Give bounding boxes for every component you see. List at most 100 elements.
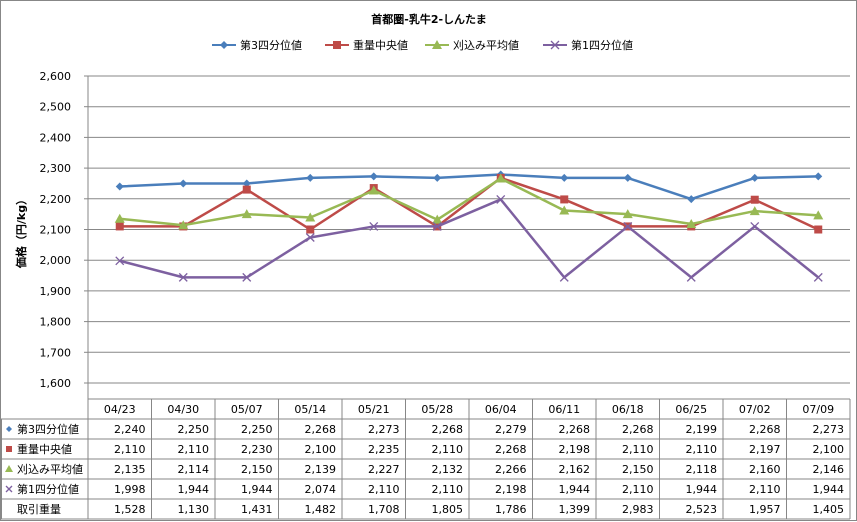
table-cell: 1,957 — [749, 503, 781, 516]
table-cell: 2,132 — [432, 463, 464, 476]
table-cell: 1,405 — [813, 503, 845, 516]
table-cell: 2,162 — [559, 463, 591, 476]
table-cell: 2,110 — [686, 443, 718, 456]
table-cell: 2,150 — [241, 463, 273, 476]
x-tick-label: 05/21 — [358, 403, 390, 416]
table-cell: 2,110 — [368, 483, 400, 496]
table-cell: 2,100 — [305, 443, 337, 456]
data-point — [179, 179, 188, 188]
y-tick-label: 2,400 — [40, 131, 72, 144]
table-cell: 1,944 — [559, 483, 591, 496]
data-point — [814, 225, 823, 234]
y-tick-label: 2,500 — [40, 101, 72, 114]
row-label: 取引重量 — [17, 502, 61, 516]
table-cell: 2,268 — [749, 423, 781, 436]
data-point — [178, 220, 189, 230]
data-point — [559, 272, 569, 282]
x-tick-label: 06/11 — [548, 403, 580, 416]
table-cell: 2,250 — [178, 423, 210, 436]
y-tick-label: 2,100 — [40, 224, 72, 237]
data-point — [686, 272, 696, 282]
table-cell: 2,100 — [813, 443, 845, 456]
table-cell: 1,431 — [241, 503, 273, 516]
legend-item: 刈込み平均値 — [425, 39, 519, 52]
table-cell: 2,110 — [114, 443, 146, 456]
x-tick-label: 05/07 — [231, 403, 263, 416]
data-point — [560, 173, 569, 182]
table-cell: 2,139 — [305, 463, 337, 476]
data-point — [178, 272, 188, 282]
table-cell: 1,944 — [813, 483, 845, 496]
table-cell: 2,160 — [749, 463, 781, 476]
table-cell: 1,786 — [495, 503, 527, 516]
legend: 第3四分位値 重量中央値 刈込み平均値 第1四分位値 — [212, 38, 633, 52]
data-point — [242, 185, 251, 194]
x-tick-label: 05/14 — [294, 403, 326, 416]
table-row: 刈込み平均値 2,135 2,114 2,150 2,139 2,227 2,132 2,26… — [5, 463, 844, 476]
y-tick-label: 2,300 — [40, 162, 72, 175]
table-cell: 1,130 — [178, 503, 210, 516]
table-cell: 2,110 — [178, 443, 210, 456]
legend-item: 重量中央値 — [325, 38, 408, 52]
series-line — [119, 176, 819, 231]
data-point — [305, 233, 315, 242]
table-cell: 1,528 — [114, 503, 146, 516]
data-point — [432, 221, 442, 231]
y-axis-label: 価格（円/kg） — [14, 194, 28, 269]
row-label: 刈込み平均値 — [17, 463, 83, 476]
table-cell: 2,074 — [305, 483, 337, 496]
data-point — [623, 173, 632, 182]
data-point — [306, 225, 315, 234]
table-cell: 2,235 — [368, 443, 400, 456]
data-point — [750, 173, 759, 182]
data-point — [241, 209, 252, 219]
x-tick-label: 05/28 — [421, 403, 453, 416]
data-point — [432, 214, 443, 224]
table-cell: 2,268 — [305, 423, 337, 436]
plot-area — [114, 170, 824, 282]
data-point — [750, 195, 759, 204]
series-line — [119, 177, 819, 227]
triangle-icon — [432, 40, 442, 49]
table-cell: 1,708 — [368, 503, 400, 516]
y-tick-label: 2,600 — [40, 70, 72, 83]
data-point — [433, 173, 442, 182]
x-tick-label: 06/18 — [612, 403, 644, 416]
diamond-icon — [220, 41, 228, 49]
table-cell: 2,146 — [813, 463, 845, 476]
data-point — [114, 213, 125, 223]
legend-label: 第1四分位値 — [571, 38, 633, 52]
y-tick-label: 2,000 — [40, 254, 72, 267]
series — [114, 173, 824, 230]
table-cell: 1,944 — [686, 483, 718, 496]
table-cell: 2,230 — [241, 443, 273, 456]
data-point — [369, 172, 378, 181]
data-point — [242, 272, 252, 282]
y-tick-label: 1,800 — [40, 316, 72, 329]
data-table: 04/23 04/30 05/07 05/14 05/21 05/28 06/04 06/11… — [1, 383, 851, 520]
table-cell: 2,227 — [368, 463, 400, 476]
x-tick-label: 07/09 — [802, 403, 834, 416]
table-row: 第1四分位値 1,998 1,944 1,944 2,074 2,110 2,110 2,19… — [5, 482, 845, 496]
x-mark-icon — [550, 40, 560, 50]
data-point — [813, 210, 824, 220]
y-tick-label: 1,900 — [40, 285, 72, 298]
y-tick-label: 2,200 — [40, 193, 72, 206]
data-point — [306, 173, 315, 182]
table-cell: 1,944 — [178, 483, 210, 496]
chart-title: 首都圏-乳牛2-しんたま — [371, 12, 486, 26]
table-cell: 2,266 — [495, 463, 527, 476]
x-tick-label: 06/04 — [485, 403, 517, 416]
y-tick-label: 1,700 — [40, 346, 72, 359]
table-cell: 2,268 — [495, 443, 527, 456]
table-cell: 2,268 — [559, 423, 591, 436]
table-cell: 2,150 — [622, 463, 654, 476]
table-row: 重量中央値 2,110 2,110 2,230 2,100 2,235 2,110 2,268… — [6, 442, 844, 456]
series — [115, 194, 823, 282]
y-axis: 1,600 1,700 1,800 1,900 2,000 2,100 2,200 2,300… — [40, 70, 89, 390]
table-cell: 2,250 — [241, 423, 273, 436]
data-point — [495, 173, 506, 183]
table-cell: 2,110 — [622, 483, 654, 496]
